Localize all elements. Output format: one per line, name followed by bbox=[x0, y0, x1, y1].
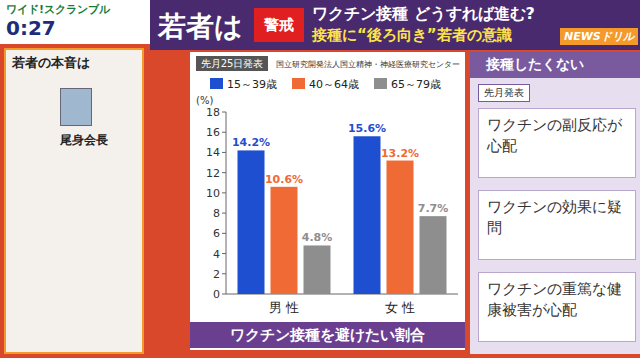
source: 国立研究開発法人国立精神・神経医療研究センター bbox=[276, 60, 460, 69]
left-panel-title: 若者の本音は bbox=[12, 54, 90, 72]
tick bbox=[222, 192, 226, 193]
right-panel-date: 先月発表 bbox=[478, 84, 530, 102]
tick-label: 18 bbox=[206, 106, 220, 119]
tick-label: 4 bbox=[213, 248, 220, 261]
data-label: 13.2% bbox=[381, 147, 419, 160]
tick bbox=[222, 112, 226, 113]
legend-label: 65～79歳 bbox=[391, 78, 441, 91]
legend-label: 15～39歳 bbox=[227, 78, 277, 91]
tick bbox=[222, 172, 226, 173]
subheadline: 接種に“後ろ向き”若者の意識 bbox=[312, 26, 512, 45]
header-lead: 若者は bbox=[158, 8, 243, 46]
tick-label: 2 bbox=[213, 268, 220, 281]
data-label: 15.6% bbox=[348, 122, 386, 135]
bar bbox=[354, 136, 381, 294]
y-axis-title: (%) bbox=[196, 95, 213, 106]
bar bbox=[420, 216, 447, 294]
clock: 0:27 bbox=[6, 16, 56, 40]
bars bbox=[238, 136, 447, 294]
header-badge: 警戒 bbox=[254, 8, 304, 42]
right-panel-title: 接種したくない bbox=[486, 56, 584, 74]
tick-label: 6 bbox=[213, 227, 220, 240]
chart-title: ワクチン接種を避けたい割合 bbox=[230, 326, 425, 344]
data-label: 14.2% bbox=[232, 136, 270, 149]
annotation-box bbox=[196, 56, 268, 71]
tick-label: 10 bbox=[206, 187, 220, 200]
annotation: 先月25日発表 bbox=[201, 58, 264, 69]
tick-label: 16 bbox=[206, 126, 220, 139]
tick bbox=[222, 253, 226, 254]
legend-swatch bbox=[292, 78, 305, 89]
category-label: 男 性 bbox=[269, 300, 299, 315]
corner-badge: NEWSドリル bbox=[560, 28, 638, 45]
portrait bbox=[60, 88, 92, 126]
data-label: 7.7% bbox=[418, 202, 449, 215]
bar bbox=[304, 245, 331, 294]
tick-label: 8 bbox=[213, 207, 220, 220]
headline: ワクチン接種 どうすれば進む? bbox=[312, 4, 535, 25]
reason-item: ワクチンの重篤な健康被害が心配 bbox=[478, 272, 636, 342]
chart-background bbox=[190, 52, 465, 350]
legend-swatch bbox=[374, 78, 387, 89]
tick bbox=[222, 294, 226, 295]
tick-label: 12 bbox=[206, 167, 220, 180]
chart: 先月25日発表 国立研究開発法人国立精神・神経医療研究センター 15～39歳 40～6… bbox=[190, 52, 465, 350]
bar bbox=[387, 161, 414, 294]
program-name: ワイド!スクランブル bbox=[6, 2, 110, 17]
legend-label: 40～64歳 bbox=[309, 78, 359, 91]
tick bbox=[222, 273, 226, 274]
data-label: 4.8% bbox=[302, 231, 333, 244]
data-label: 10.6% bbox=[265, 173, 303, 186]
speaker: 尾身会長 bbox=[60, 132, 108, 149]
tick-label: 14 bbox=[206, 146, 220, 159]
reason-item: ワクチンの副反応が心配 bbox=[478, 108, 636, 178]
tick bbox=[222, 132, 226, 133]
y-axis bbox=[226, 112, 227, 294]
bar bbox=[271, 187, 298, 294]
tick-label: 0 bbox=[213, 288, 220, 301]
legend-swatch bbox=[210, 78, 223, 89]
category-label: 女 性 bbox=[385, 300, 415, 315]
tick bbox=[222, 152, 226, 153]
tick bbox=[222, 213, 226, 214]
bar bbox=[238, 150, 265, 294]
reason-item: ワクチンの効果に疑問 bbox=[478, 190, 636, 260]
tick bbox=[222, 233, 226, 234]
title-bar bbox=[190, 322, 465, 348]
